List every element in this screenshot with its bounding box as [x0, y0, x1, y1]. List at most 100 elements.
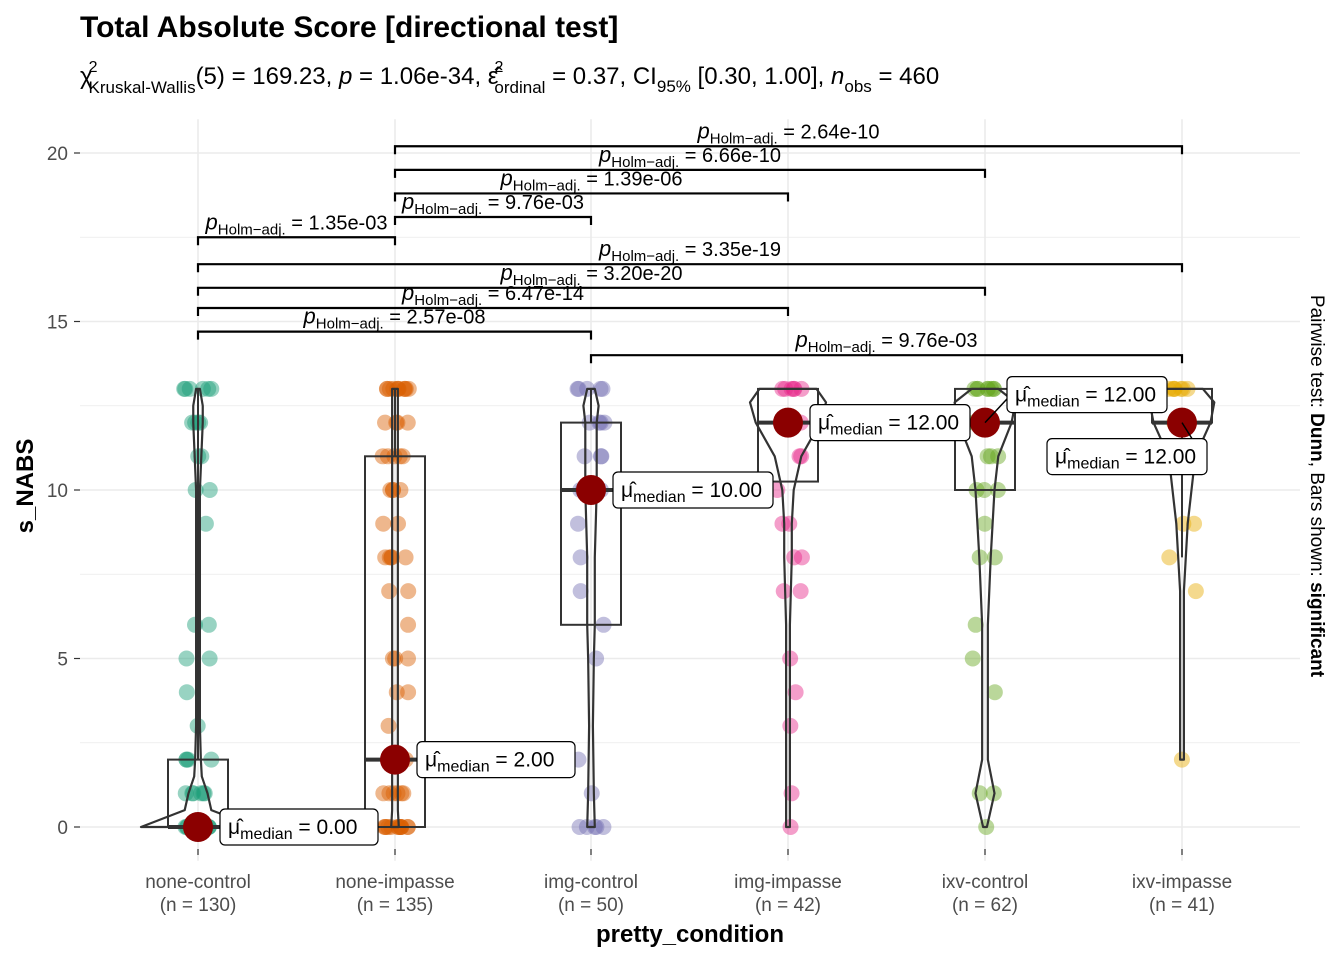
median-label-text: μ̂median = 12.00 [1015, 384, 1156, 411]
pairwise-bracket [196, 330, 593, 340]
x-tick-count: (n = 135) [357, 895, 434, 916]
data-point [377, 549, 394, 566]
pairwise-label: pHolm−adj. = 3.35e-19 [598, 236, 781, 265]
subtitle-eps-val: = 0.37, CI [545, 63, 656, 90]
pairwise-bracket [196, 263, 1184, 273]
median-point [576, 475, 606, 505]
y-tick-label: 0 [57, 818, 68, 839]
violin-outline [139, 387, 257, 829]
subtitle-p-val: = 1.06e-34, [352, 63, 487, 90]
subtitle-chi: χ [80, 63, 93, 90]
median-point [773, 407, 803, 438]
data-point [571, 819, 588, 835]
x-axis: none-control(n = 130) none-impasse(n = 13… [145, 849, 1232, 916]
median-label-text: μ̂median = 12.00 [818, 412, 959, 439]
chart-title: Total Absolute Score [directional test] [80, 11, 618, 44]
box-body [560, 421, 622, 626]
pairwise-bracket [393, 168, 987, 178]
data-point [192, 414, 209, 431]
data-point [569, 380, 586, 397]
pairwise-label: pHolm−adj. = 9.76e-03 [795, 327, 978, 356]
data-point [588, 650, 605, 667]
median-label-leader [1181, 422, 1193, 439]
median-label-text: μ̂median = 12.00 [1055, 446, 1196, 473]
x-tick-label: none-impasse [335, 872, 454, 893]
subtitle-chi-sup: 2 [89, 59, 98, 76]
data-point [595, 819, 612, 835]
median-point [380, 744, 410, 775]
data-point [592, 448, 609, 465]
data-point [381, 583, 398, 600]
data-point [382, 482, 399, 498]
x-tick-label: none-control [145, 872, 251, 893]
data-point [178, 684, 195, 701]
y-axis-title: s_NABS [12, 439, 39, 534]
data-point [570, 380, 587, 397]
pairwise-bracket [196, 306, 790, 317]
data-point [378, 380, 395, 397]
pairwise-bracket [196, 286, 987, 296]
subtitle-n: n [831, 63, 844, 90]
x-tick-label: ixv-impasse [1132, 872, 1232, 893]
data-point [400, 650, 417, 667]
data-point [200, 380, 217, 397]
data-point [572, 583, 589, 600]
caption-test: Dunn [1306, 413, 1327, 462]
data-point [176, 380, 193, 397]
data-point [201, 482, 218, 498]
data-point [793, 549, 810, 566]
x-tick-count: (n = 42) [755, 895, 821, 916]
median-label-box [416, 740, 576, 779]
median-label-box [1046, 438, 1208, 476]
data-point [396, 380, 413, 397]
caption-middle: , Bars shown: [1306, 462, 1327, 582]
data-point [400, 684, 417, 701]
caption-shown: significant [1306, 582, 1327, 678]
pairwise-bracket [393, 215, 593, 226]
median-label-text: μ̂median = 0.00 [228, 816, 357, 843]
subtitle-ci-val: [0.30, 1.00], [691, 63, 831, 90]
data-point [197, 515, 214, 532]
data-point [971, 785, 988, 802]
subtitle-chi-val: (5) = 169.23, [196, 63, 339, 90]
data-point [375, 515, 392, 532]
data-point [1161, 549, 1178, 566]
median-labels: μ̂median = 0.00 μ̂median = 2.00 μ̂median =… [219, 376, 1208, 846]
chart-subtitle: χ2 Kruskal-Wallis(5) = 169.23, p = 1.06e-… [80, 59, 939, 97]
data-point [181, 380, 198, 397]
x-tick-count: (n = 50) [558, 895, 624, 916]
data-point [177, 380, 194, 397]
data-point [964, 650, 981, 667]
pairwise-bracket [589, 354, 1184, 364]
data-point [594, 380, 611, 397]
data-point [583, 785, 600, 802]
x-tick-label: ixv-control [942, 872, 1029, 893]
violin-outline [748, 387, 828, 829]
pairwise-bracket [393, 145, 1184, 155]
data-point [396, 380, 413, 397]
subtitle-eps-sup: 2 [495, 59, 504, 76]
pairwise-label: pHolm−adj. = 2.57e-08 [303, 304, 486, 333]
pairwise-label: pHolm−adj. = 9.76e-03 [401, 189, 584, 218]
y-axis: 0 5 10 15 20 [47, 144, 80, 839]
data-point [397, 549, 414, 566]
pairwise-bracket [393, 192, 790, 202]
data-point [184, 414, 201, 431]
data-point [570, 515, 587, 532]
pairwise-comparisons: pHolm−adj. = 1.35e-03 pHolm−adj. = 9.76e-… [196, 118, 1184, 364]
data-point [786, 549, 803, 566]
data-point [400, 380, 417, 397]
subtitle-n-sub: obs [844, 77, 871, 96]
y-tick-label: 5 [57, 650, 68, 671]
data-point [986, 684, 1003, 701]
data-point [178, 650, 195, 667]
data-point [392, 482, 409, 498]
data-point [572, 549, 589, 566]
violin-outline [582, 387, 600, 829]
median-label-box [612, 471, 774, 509]
pairwise-caption: Pairwise test: Dunn, Bars shown: signifi… [1306, 295, 1327, 678]
data-point [395, 785, 412, 802]
median-label-box [809, 404, 971, 442]
x-tick-label: img-impasse [734, 872, 842, 893]
